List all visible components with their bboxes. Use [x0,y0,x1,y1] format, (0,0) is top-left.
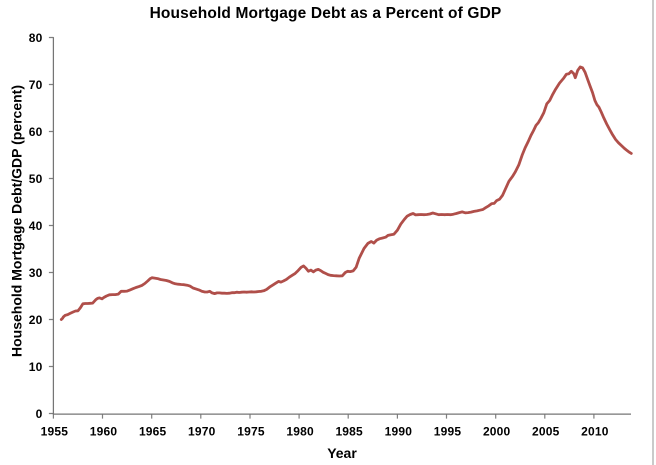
svg-text:50: 50 [29,172,43,186]
svg-text:1965: 1965 [139,425,167,439]
svg-text:1975: 1975 [237,425,265,439]
svg-text:0: 0 [36,407,43,421]
svg-text:20: 20 [29,313,43,327]
svg-text:30: 30 [29,266,43,280]
svg-text:1955: 1955 [41,425,69,439]
svg-text:1990: 1990 [385,425,413,439]
svg-text:1985: 1985 [335,425,363,439]
svg-text:2000: 2000 [483,425,511,439]
svg-text:1995: 1995 [434,425,462,439]
svg-text:40: 40 [29,219,43,233]
svg-text:Year: Year [327,445,357,461]
svg-text:1970: 1970 [188,425,216,439]
svg-text:60: 60 [29,125,43,139]
svg-text:2005: 2005 [532,425,560,439]
svg-text:10: 10 [29,360,43,374]
svg-text:Household Mortgage Debt/GDP (p: Household Mortgage Debt/GDP (percent) [9,85,25,357]
svg-text:1960: 1960 [90,425,118,439]
svg-text:1980: 1980 [286,425,314,439]
svg-text:80: 80 [29,31,43,45]
svg-text:Household Mortgage Debt as a P: Household Mortgage Debt as a Percent of … [150,5,502,22]
svg-text:70: 70 [29,78,43,92]
svg-text:2010: 2010 [581,425,609,439]
